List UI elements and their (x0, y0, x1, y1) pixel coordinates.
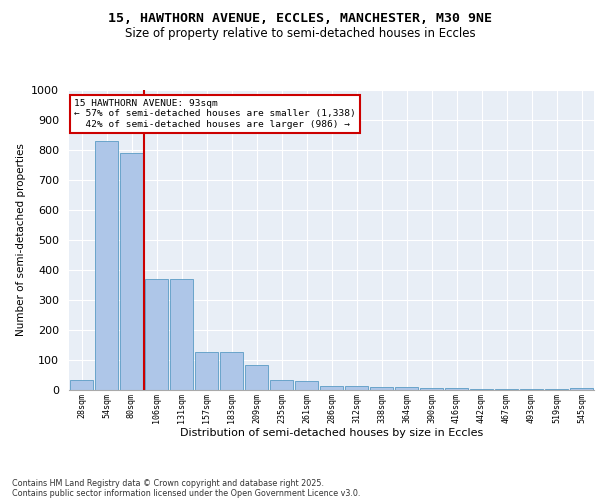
Bar (520, 389, 544, 390)
Bar (194, 352, 218, 390)
Text: Size of property relative to semi-detached houses in Eccles: Size of property relative to semi-detach… (125, 28, 475, 40)
Bar (295, 381, 319, 390)
Bar (344, 386, 368, 390)
Bar (445, 388, 469, 390)
Bar (419, 388, 443, 390)
Text: 15, HAWTHORN AVENUE, ECCLES, MANCHESTER, M30 9NE: 15, HAWTHORN AVENUE, ECCLES, MANCHESTER,… (108, 12, 492, 26)
Bar (170, 279, 193, 390)
Bar (395, 387, 418, 390)
Bar (269, 380, 293, 390)
Text: Contains HM Land Registry data © Crown copyright and database right 2025.: Contains HM Land Registry data © Crown c… (12, 478, 324, 488)
Bar (569, 388, 593, 390)
Bar (119, 153, 143, 390)
Bar (145, 279, 169, 390)
Bar (245, 364, 268, 390)
Bar (70, 380, 94, 390)
Bar (370, 387, 394, 390)
X-axis label: Distribution of semi-detached houses by size in Eccles: Distribution of semi-detached houses by … (180, 428, 483, 438)
Bar (220, 352, 244, 390)
Text: Contains public sector information licensed under the Open Government Licence v3: Contains public sector information licen… (12, 488, 361, 498)
Bar (95, 141, 118, 390)
Y-axis label: Number of semi-detached properties: Number of semi-detached properties (16, 144, 26, 336)
Bar (494, 389, 518, 390)
Text: 15 HAWTHORN AVENUE: 93sqm
← 57% of semi-detached houses are smaller (1,338)
  42: 15 HAWTHORN AVENUE: 93sqm ← 57% of semi-… (74, 99, 356, 129)
Bar (470, 388, 493, 390)
Bar (320, 386, 343, 390)
